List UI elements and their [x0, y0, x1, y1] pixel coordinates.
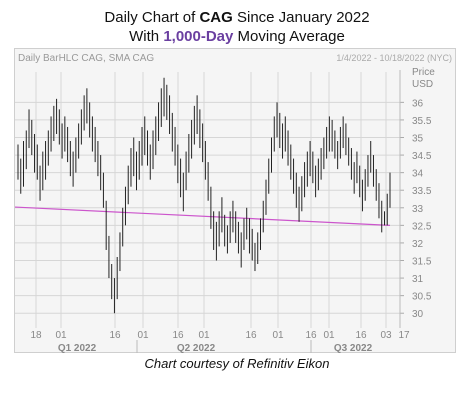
moving-average-period: 1,000-Day — [163, 28, 234, 45]
chart-credit: Chart courtesy of Refinitiv Eikon — [144, 356, 330, 371]
x-tick-label: 16 — [109, 330, 121, 341]
quarter-label: Q1 2022 — [58, 343, 97, 353]
x-tick-label: 16 — [355, 330, 367, 341]
y-tick-label: 32.5 — [412, 221, 432, 232]
y-axis-label-unit: USD — [412, 79, 433, 90]
y-tick-label: 30.5 — [412, 292, 432, 303]
chart-panel — [14, 48, 456, 353]
x-tick-label: 03 — [380, 330, 392, 341]
y-tick-label: 31.5 — [412, 257, 432, 268]
x-tick-label: 01 — [137, 330, 149, 341]
y-tick-label: 35 — [412, 134, 424, 145]
x-tick-label: 01 — [272, 330, 284, 341]
x-tick-label: 16 — [305, 330, 317, 341]
x-tick-label: 01 — [55, 330, 67, 341]
x-tick-label: 16 — [245, 330, 257, 341]
y-tick-label: 30 — [412, 309, 424, 320]
date-range: 1/4/2022 - 10/18/2022 (NYC) — [336, 53, 452, 63]
y-tick-label: 34.5 — [412, 151, 432, 162]
x-tick-label: 01 — [198, 330, 210, 341]
y-tick-label: 32 — [412, 239, 424, 250]
y-tick-label: 33.5 — [412, 186, 432, 197]
y-tick-label: 33 — [412, 204, 424, 215]
title-line-2: With 1,000-Day Moving Average — [129, 28, 345, 45]
title-line-1: Daily Chart of CAG Since January 2022 — [104, 9, 370, 26]
y-tick-label: 35.5 — [412, 116, 432, 127]
quarter-label: Q2 2022 — [177, 343, 216, 353]
x-tick-label: 18 — [30, 330, 42, 341]
x-tick-label: 16 — [172, 330, 184, 341]
chart-subtitle: Daily BarHLC CAG, SMA CAG — [18, 53, 154, 64]
y-tick-label: 31 — [412, 274, 424, 285]
x-tick-label: 17 — [398, 330, 410, 341]
sma-line — [14, 206, 391, 226]
price-chart: Daily BarHLC CAG, SMA CAG 1/4/2022 - 10/1… — [14, 53, 452, 353]
y-axis-label: Price — [412, 67, 435, 78]
y-tick-label: 34 — [412, 169, 424, 180]
chart-title: Daily Chart of CAG Since January 2022 Wi… — [0, 8, 474, 46]
quarter-label: Q3 2022 — [334, 343, 373, 353]
x-tick-label: 01 — [323, 330, 335, 341]
y-tick-label: 36 — [412, 98, 424, 109]
